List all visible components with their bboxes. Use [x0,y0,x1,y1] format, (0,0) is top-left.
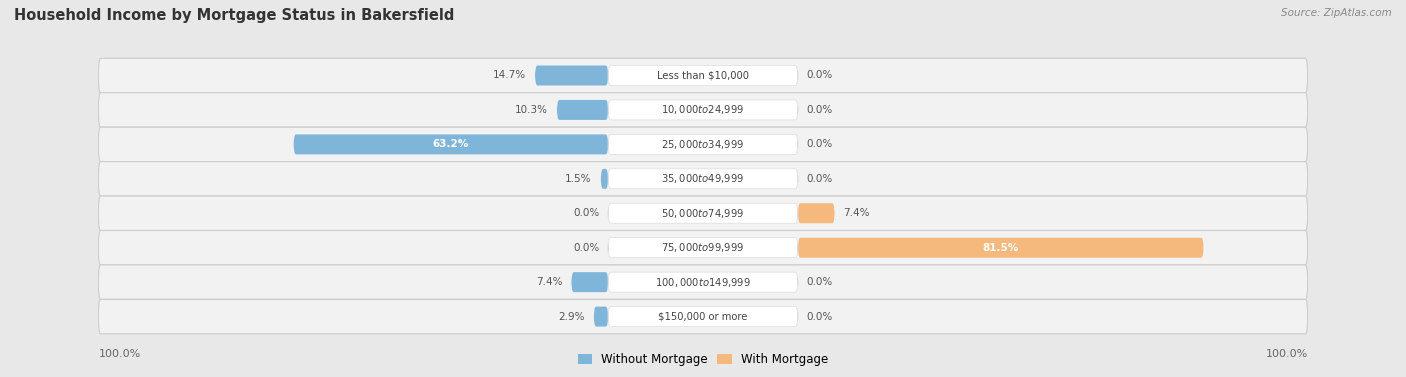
Text: 0.0%: 0.0% [574,208,599,218]
FancyBboxPatch shape [98,162,1308,196]
Text: Source: ZipAtlas.com: Source: ZipAtlas.com [1281,8,1392,18]
Text: 63.2%: 63.2% [433,139,470,149]
Text: 7.4%: 7.4% [536,277,562,287]
Text: $100,000 to $149,999: $100,000 to $149,999 [655,276,751,289]
Text: 2.9%: 2.9% [558,311,585,322]
Text: $25,000 to $34,999: $25,000 to $34,999 [661,138,745,151]
Text: $10,000 to $24,999: $10,000 to $24,999 [661,103,745,116]
Text: 0.0%: 0.0% [807,174,832,184]
FancyBboxPatch shape [98,127,1308,162]
Text: 0.0%: 0.0% [807,105,832,115]
FancyBboxPatch shape [609,100,797,120]
FancyBboxPatch shape [557,100,609,120]
FancyBboxPatch shape [797,238,1204,258]
Text: 7.4%: 7.4% [844,208,870,218]
Text: 0.0%: 0.0% [807,139,832,149]
FancyBboxPatch shape [609,169,797,189]
FancyBboxPatch shape [609,134,797,154]
Text: Household Income by Mortgage Status in Bakersfield: Household Income by Mortgage Status in B… [14,8,454,23]
FancyBboxPatch shape [294,134,609,154]
Legend: Without Mortgage, With Mortgage: Without Mortgage, With Mortgage [574,349,832,371]
Text: 81.5%: 81.5% [983,243,1019,253]
Text: $75,000 to $99,999: $75,000 to $99,999 [661,241,745,254]
Text: $35,000 to $49,999: $35,000 to $49,999 [661,172,745,185]
FancyBboxPatch shape [98,93,1308,127]
Text: 100.0%: 100.0% [1265,349,1308,359]
Text: 0.0%: 0.0% [807,70,832,81]
FancyBboxPatch shape [98,265,1308,299]
Text: $150,000 or more: $150,000 or more [658,311,748,322]
FancyBboxPatch shape [534,66,609,86]
FancyBboxPatch shape [609,66,797,86]
Text: 10.3%: 10.3% [515,105,548,115]
Text: 1.5%: 1.5% [565,174,592,184]
Text: 0.0%: 0.0% [807,311,832,322]
FancyBboxPatch shape [98,196,1308,230]
Text: Less than $10,000: Less than $10,000 [657,70,749,81]
FancyBboxPatch shape [98,58,1308,93]
FancyBboxPatch shape [797,203,835,223]
Text: 0.0%: 0.0% [807,277,832,287]
FancyBboxPatch shape [609,238,797,258]
FancyBboxPatch shape [593,307,609,326]
FancyBboxPatch shape [609,203,797,223]
FancyBboxPatch shape [600,169,609,189]
Text: $50,000 to $74,999: $50,000 to $74,999 [661,207,745,220]
Text: 100.0%: 100.0% [98,349,141,359]
FancyBboxPatch shape [98,230,1308,265]
Text: 0.0%: 0.0% [574,243,599,253]
FancyBboxPatch shape [609,307,797,326]
FancyBboxPatch shape [609,272,797,292]
FancyBboxPatch shape [98,299,1308,334]
FancyBboxPatch shape [571,272,609,292]
Text: 14.7%: 14.7% [494,70,526,81]
